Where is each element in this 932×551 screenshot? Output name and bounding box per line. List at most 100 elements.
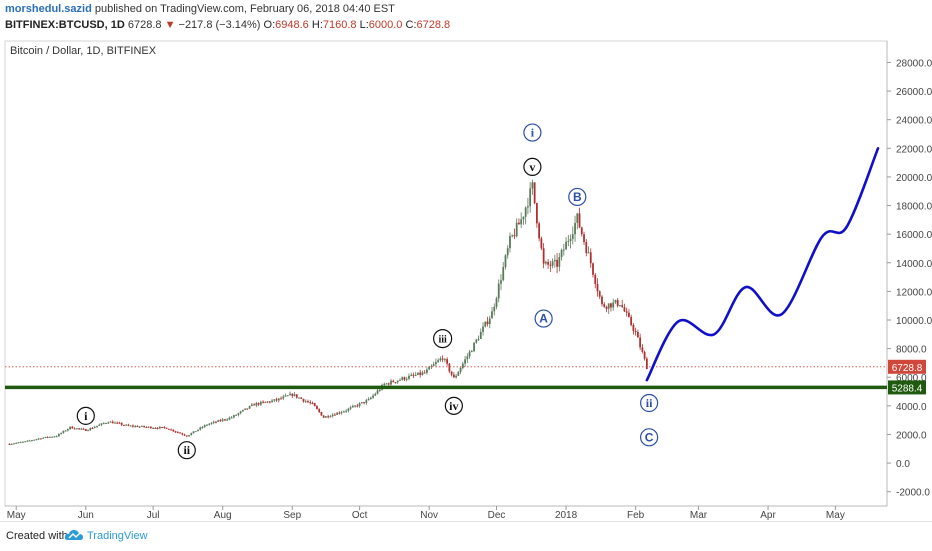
candle-body [80,428,83,430]
wave-label-circle [640,393,659,413]
candle-body [145,426,148,428]
candle-body [540,238,543,249]
candle-body [239,411,242,414]
candle-body [152,427,155,429]
created-with-text: Created with [6,530,68,542]
chart-title: Bitcoin / Dollar, 1D, BITFINEX [10,45,157,57]
footer: Created with TradingView [0,521,932,551]
candle-body [212,421,215,423]
candle-body [535,203,538,224]
candle-body [616,300,619,306]
candle-body [363,402,365,404]
candle-body [73,428,76,430]
price-label-box [888,359,926,374]
candle-body [405,378,408,380]
candle-body [414,374,417,376]
candle-body [556,259,558,267]
candle-body [109,421,112,423]
candle-body [244,408,247,410]
y-tick-label: 20000.0 [896,173,932,184]
candle-body [51,436,54,438]
candle-body [390,380,392,385]
candle-body [237,413,240,415]
candle-body [441,358,444,360]
price-label-box [888,380,926,395]
wave-label-i: i [84,409,88,423]
candle-body [412,374,415,376]
candle-body [529,188,532,207]
ohlc-high-value: 7160.8 [322,19,357,31]
candle-body [625,311,628,313]
candle-body [289,393,291,396]
candle-body [645,358,648,370]
tradingview-brand[interactable]: TradingView [87,530,148,542]
candle-body [636,331,639,338]
y-axis[interactable]: 28000.0 26000.0 24000.0 22000.0 20000.0 18000… [887,58,932,499]
candle-body [634,330,637,332]
ohlc-high-label: H: [311,19,323,31]
price-chart[interactable]: Bitcoin / Dollar, 1D, BITFINEX iiiiiiivv… [0,36,932,521]
candle-body [127,424,130,426]
candle-body [116,422,119,424]
candle-body [161,426,163,428]
candle-body [331,414,334,417]
candle-body [401,377,404,380]
candle-body [215,421,217,423]
candle-body [374,393,377,396]
wave-label-circle [177,441,196,460]
candle-body [623,307,626,312]
candle-body [179,432,181,434]
candle-body [376,390,379,394]
candle-body [15,442,18,444]
candle-body [369,397,372,399]
x-axis[interactable]: May Jun Jul Aug Sep Oct Nov Dec 2018 Feb Mar Apr May [5,505,887,521]
wave-label-circle [640,428,659,447]
candle-body [293,394,296,396]
candle-body [619,305,621,307]
y-tick-label: 12000.0 [896,287,932,298]
wave-label-C: C [645,430,654,444]
candle-body [320,412,323,416]
candle-body [266,401,269,403]
candle-body [385,383,388,385]
candle-body [183,434,186,436]
candle-body [48,436,51,438]
candle-body [55,436,58,438]
candle-body [435,362,437,365]
tradingview-cloud-icon[interactable] [64,528,84,542]
candle-body [542,248,545,264]
projection-path [645,147,880,382]
candle-body [316,406,318,409]
candle-body [248,405,251,409]
candle-body [46,436,49,438]
candle-body [551,261,554,266]
wave-label-ii: ii [646,396,653,410]
candle-body [78,428,80,430]
candle-body [174,431,177,433]
candle-body [98,424,101,426]
candle-body [233,415,235,418]
candle-body [607,303,610,309]
candle-body [473,342,475,352]
author-link[interactable]: morshedul.sazid [5,3,92,15]
candle-body [437,360,440,363]
candle-body [325,416,327,418]
candle-body [318,408,321,413]
candle-body [96,425,98,427]
candle-body [295,394,298,398]
candle-body [280,398,282,400]
candle-body [35,439,38,441]
wave-label-iv: iv [449,399,458,413]
candle-body [479,331,482,339]
candle-body [630,316,633,326]
x-tick-label: Sep [283,510,301,521]
candle-body [594,274,597,285]
x-tick-label: Oct [352,510,368,521]
candle-body [304,401,307,403]
x-tick-label: Aug [214,510,232,521]
candle-body [428,366,431,370]
candle-body [188,435,190,437]
publish-line: morshedul.sazid published on TradingView… [5,3,395,15]
candle-body [549,264,552,266]
candle-body [513,235,516,237]
